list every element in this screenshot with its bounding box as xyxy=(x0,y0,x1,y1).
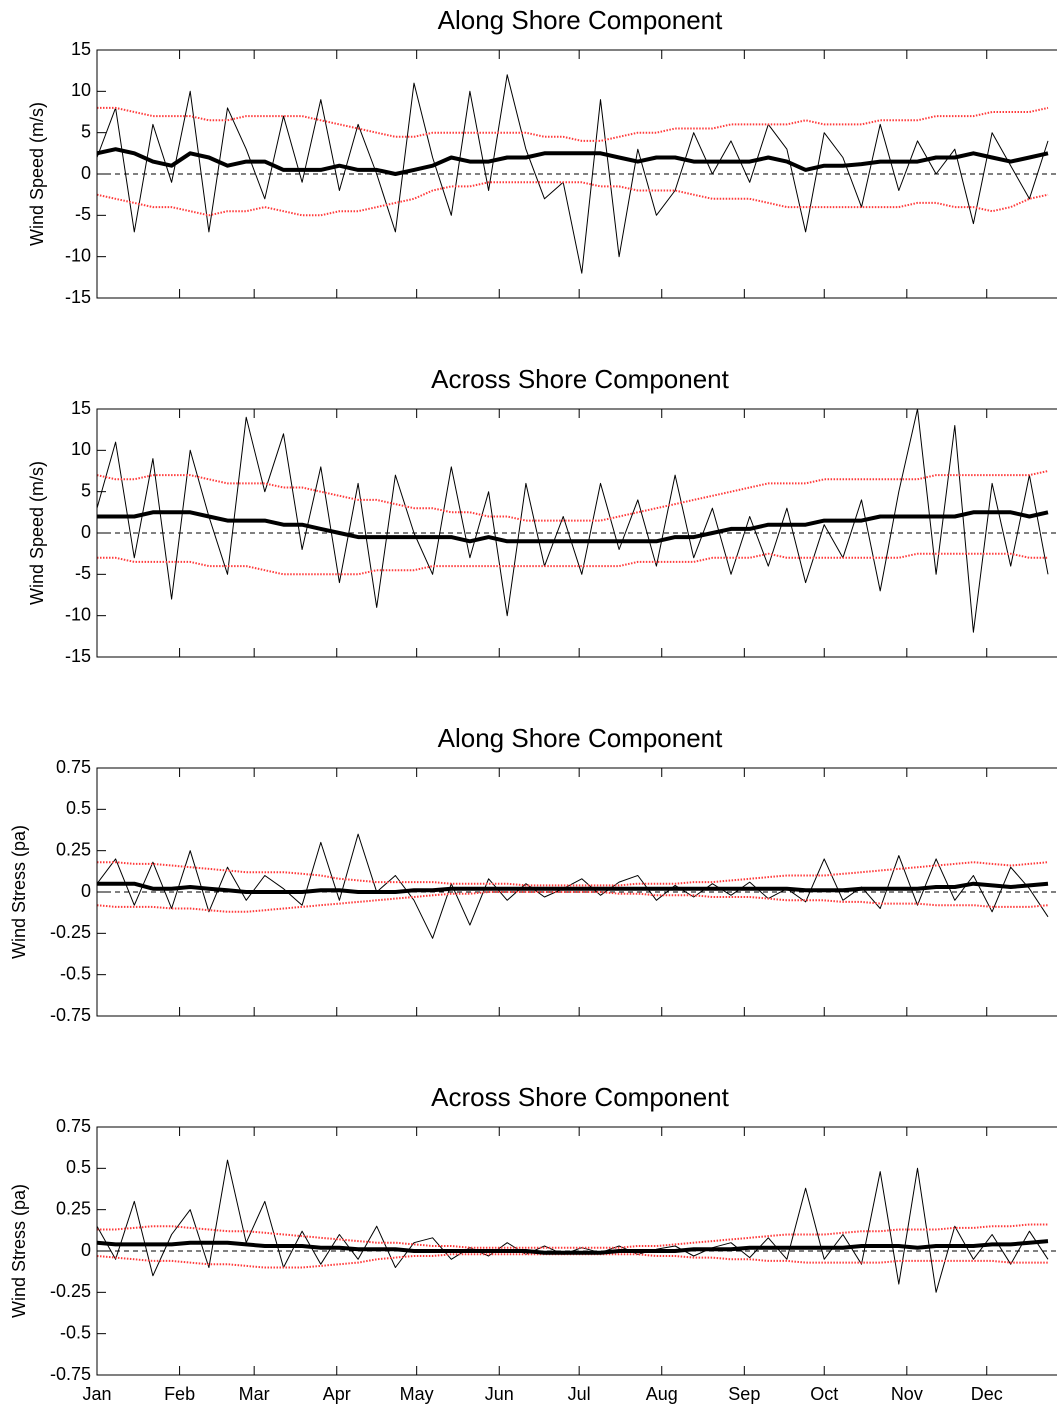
x-tick-label: Jul xyxy=(568,1384,591,1404)
x-tick-label: May xyxy=(400,1384,434,1404)
y-tick-label: -0.75 xyxy=(50,1364,91,1384)
data-line xyxy=(97,74,1049,274)
data-line xyxy=(97,409,1049,633)
y-tick-label: 0.25 xyxy=(56,839,91,859)
axis-frame xyxy=(96,408,1057,658)
x-tick-label: Mar xyxy=(239,1384,270,1404)
y-tick-label: 0 xyxy=(81,1240,91,1260)
y-tick-label: 15 xyxy=(71,39,91,59)
y-tick-label: 0.5 xyxy=(66,1157,91,1177)
data-line xyxy=(97,147,1049,176)
x-tick-label: Oct xyxy=(810,1384,838,1404)
panel: Along Shore Component Wind Speed (m/s) -15… xyxy=(27,5,1057,307)
data-line xyxy=(97,181,1049,217)
y-tick-label: 0.25 xyxy=(56,1198,91,1218)
y-tick-label: -15 xyxy=(65,287,91,307)
y-tick-label: 5 xyxy=(81,480,91,500)
data-line xyxy=(97,833,1049,939)
x-tick-label: Dec xyxy=(971,1384,1003,1404)
axis-frame xyxy=(96,1126,1057,1376)
data-line xyxy=(97,1253,1048,1269)
y-tick-label: -0.25 xyxy=(50,1281,91,1301)
chart-title: Across Shore Component xyxy=(431,1082,729,1112)
x-tick-label: Nov xyxy=(891,1384,923,1404)
y-tick-label: 15 xyxy=(71,398,91,418)
data-line xyxy=(97,1159,1049,1293)
y-tick-label: 0.75 xyxy=(56,757,91,777)
data-line xyxy=(97,1239,1049,1255)
y-tick-label: -15 xyxy=(65,646,91,666)
x-tick-label: Feb xyxy=(164,1384,195,1404)
data-line xyxy=(97,470,1049,522)
y-tick-label: -0.5 xyxy=(60,963,91,983)
y-axis-label: Wind Stress (pa) xyxy=(9,825,29,959)
y-tick-label: 0 xyxy=(81,881,91,901)
y-axis-label: Wind Speed (m/s) xyxy=(27,102,47,246)
chart-title: Along Shore Component xyxy=(438,723,724,753)
panel: Across Shore Component Wind Stress (pa) -0… xyxy=(9,1082,1057,1404)
y-axis-label: Wind Speed (m/s) xyxy=(27,461,47,605)
data-line xyxy=(97,552,1048,576)
data-line xyxy=(97,891,1049,913)
y-tick-label: -10 xyxy=(65,245,91,265)
chart-title: Across Shore Component xyxy=(431,364,729,394)
y-tick-label: -0.25 xyxy=(50,922,91,942)
axis-frame xyxy=(96,767,1057,1017)
x-tick-label: Jun xyxy=(485,1384,514,1404)
y-tick-label: 0.75 xyxy=(56,1116,91,1136)
y-tick-label: 0 xyxy=(81,522,91,542)
axis-frame xyxy=(96,49,1057,299)
panel: Along Shore Component Wind Stress (pa) -0.… xyxy=(9,723,1057,1025)
y-tick-label: 0 xyxy=(81,163,91,183)
y-tick-label: -0.5 xyxy=(60,1322,91,1342)
panel: Across Shore Component Wind Speed (m/s) -1… xyxy=(27,364,1057,666)
x-tick-label: Jan xyxy=(82,1384,111,1404)
data-line xyxy=(97,510,1049,544)
y-axis-label: Wind Stress (pa) xyxy=(9,1184,29,1318)
y-tick-label: -5 xyxy=(75,563,91,583)
x-tick-label: Aug xyxy=(646,1384,678,1404)
y-tick-label: -5 xyxy=(75,204,91,224)
y-tick-label: -0.75 xyxy=(50,1005,91,1025)
y-tick-label: 0.5 xyxy=(66,798,91,818)
data-line xyxy=(97,881,1049,894)
x-tick-label: Apr xyxy=(323,1384,351,1404)
x-tick-label: Sep xyxy=(728,1384,760,1404)
y-tick-label: 10 xyxy=(71,439,91,459)
chart-title: Along Shore Component xyxy=(438,5,724,35)
y-tick-label: -10 xyxy=(65,604,91,624)
data-line xyxy=(97,106,1049,142)
y-tick-label: 5 xyxy=(81,121,91,141)
y-tick-label: 10 xyxy=(71,80,91,100)
